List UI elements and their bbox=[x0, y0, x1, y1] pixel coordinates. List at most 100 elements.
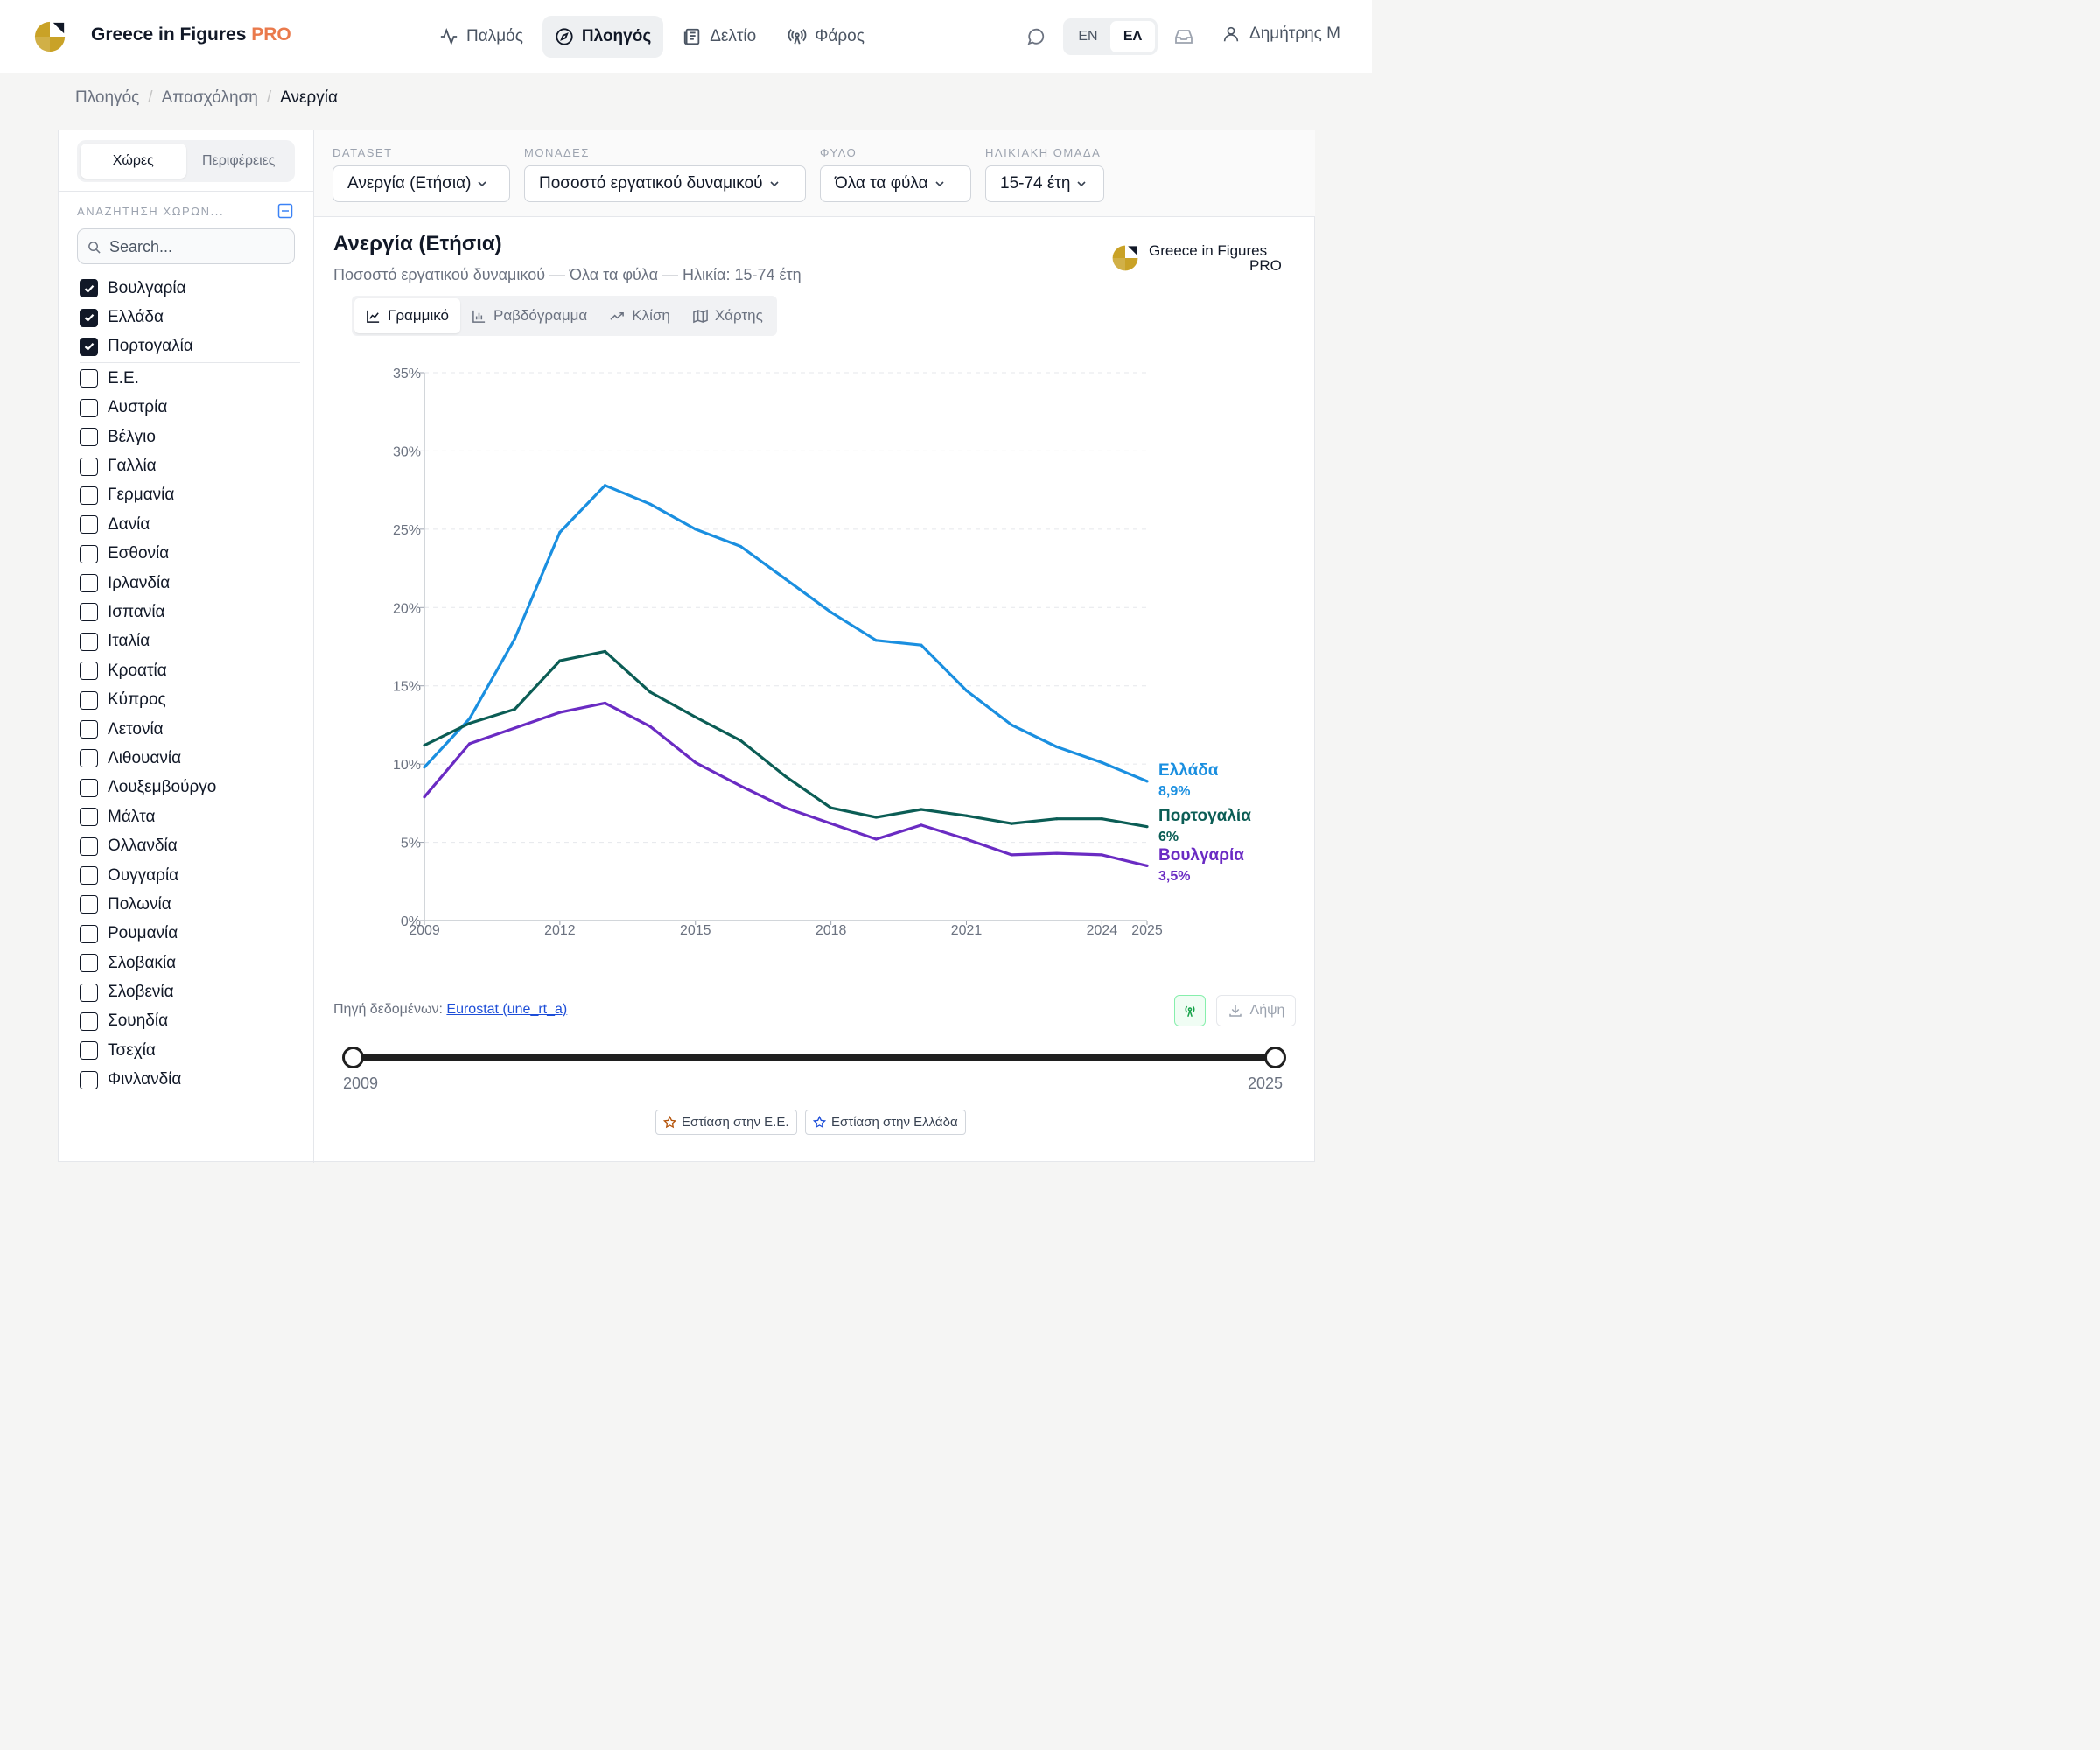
country-item[interactable]: Ελλάδα bbox=[80, 303, 300, 332]
nav-ploigos[interactable]: Πλοηγός bbox=[542, 16, 664, 58]
country-item[interactable]: Πορτογαλία bbox=[80, 332, 300, 361]
data-point[interactable] bbox=[830, 822, 833, 825]
country-checkbox[interactable] bbox=[80, 515, 98, 535]
data-point[interactable] bbox=[1055, 817, 1059, 821]
brand-name[interactable]: Greece in Figures PRO bbox=[91, 24, 291, 45]
year-range-track[interactable] bbox=[354, 1054, 1276, 1061]
country-item[interactable]: Σλοβακία bbox=[80, 948, 300, 977]
country-item[interactable]: Γαλλία bbox=[80, 452, 300, 480]
country-checkbox[interactable] bbox=[80, 457, 98, 476]
data-point[interactable] bbox=[513, 726, 516, 730]
data-point[interactable] bbox=[1100, 817, 1103, 821]
data-point[interactable] bbox=[830, 806, 833, 809]
data-point[interactable] bbox=[1100, 760, 1103, 764]
country-item[interactable]: Ιρλανδία bbox=[80, 569, 300, 598]
country-checkbox[interactable] bbox=[80, 954, 98, 973]
country-checkbox[interactable] bbox=[80, 574, 98, 593]
country-item[interactable]: Ε.Ε. bbox=[80, 364, 300, 393]
country-checkbox[interactable] bbox=[80, 279, 98, 298]
data-point[interactable] bbox=[558, 659, 562, 662]
country-item[interactable]: Μάλτα bbox=[80, 802, 300, 831]
tab-bar[interactable]: Ραβδόγραμμα bbox=[460, 298, 598, 333]
data-point[interactable] bbox=[513, 637, 516, 640]
data-point[interactable] bbox=[468, 717, 472, 720]
data-point[interactable] bbox=[1145, 825, 1149, 829]
country-item[interactable]: Ρουμανία bbox=[80, 920, 300, 948]
country-checkbox[interactable] bbox=[80, 1070, 98, 1089]
data-point[interactable] bbox=[1145, 864, 1149, 868]
data-point[interactable] bbox=[920, 823, 923, 827]
country-item[interactable]: Ουγγαρία bbox=[80, 861, 300, 890]
data-point[interactable] bbox=[784, 774, 788, 779]
country-checkbox[interactable] bbox=[80, 749, 98, 768]
country-checkbox[interactable] bbox=[80, 337, 98, 356]
country-item[interactable]: Εσθονία bbox=[80, 540, 300, 569]
data-point[interactable] bbox=[603, 649, 607, 653]
data-point[interactable] bbox=[1145, 780, 1149, 783]
breadcrumb-apasxolisi[interactable]: Απασχόληση bbox=[161, 88, 258, 107]
country-checkbox[interactable] bbox=[80, 983, 98, 1002]
breadcrumb-ploigos[interactable]: Πλοηγός bbox=[75, 88, 140, 107]
data-point[interactable] bbox=[694, 760, 697, 764]
country-item[interactable]: Σλοβενία bbox=[80, 977, 300, 1006]
segment-regions[interactable]: Περιφέρειες bbox=[202, 153, 276, 168]
series-line[interactable] bbox=[423, 701, 1148, 867]
data-point[interactable] bbox=[1010, 723, 1013, 727]
age-select[interactable]: 15-74 έτη bbox=[985, 165, 1104, 202]
country-checkbox[interactable] bbox=[80, 603, 98, 622]
data-point[interactable] bbox=[738, 738, 742, 742]
country-checkbox[interactable] bbox=[80, 1041, 98, 1060]
nav-faros[interactable]: Φάρος bbox=[775, 16, 877, 58]
lang-el[interactable]: ΕΛ bbox=[1110, 21, 1155, 52]
data-point[interactable] bbox=[920, 808, 923, 811]
country-item[interactable]: Ολλανδία bbox=[80, 831, 300, 860]
logo-icon[interactable] bbox=[33, 20, 66, 53]
live-signal-button[interactable] bbox=[1174, 995, 1206, 1026]
country-item[interactable]: Κύπρος bbox=[80, 685, 300, 714]
data-point[interactable] bbox=[513, 707, 516, 711]
country-checkbox[interactable] bbox=[80, 428, 98, 447]
country-item[interactable]: Φινλανδία bbox=[80, 1066, 300, 1095]
download-button[interactable]: Λήψη bbox=[1216, 995, 1296, 1026]
country-item[interactable]: Λουξεμβούργο bbox=[80, 774, 300, 802]
country-item[interactable]: Δανία bbox=[80, 510, 300, 539]
country-item[interactable]: Γερμανία bbox=[80, 481, 300, 510]
focus-eu-button[interactable]: Εστίαση στην Ε.Ε. bbox=[655, 1110, 797, 1135]
country-item[interactable]: Βουλγαρία bbox=[80, 274, 300, 303]
data-point[interactable] bbox=[1055, 851, 1059, 855]
data-point[interactable] bbox=[830, 611, 833, 614]
sex-select[interactable]: Όλα τα φύλα bbox=[820, 165, 971, 202]
country-item[interactable]: Τσεχία bbox=[80, 1036, 300, 1065]
data-point[interactable] bbox=[468, 722, 472, 725]
country-checkbox[interactable] bbox=[80, 632, 98, 651]
data-point[interactable] bbox=[468, 742, 472, 746]
data-point[interactable] bbox=[964, 837, 969, 841]
data-point[interactable] bbox=[558, 710, 562, 714]
data-point[interactable] bbox=[603, 701, 607, 704]
segment-countries[interactable]: Χώρες bbox=[80, 144, 186, 178]
country-search-input[interactable] bbox=[109, 236, 284, 257]
country-checkbox[interactable] bbox=[80, 778, 98, 797]
country-checkbox[interactable] bbox=[80, 895, 98, 914]
chat-icon[interactable] bbox=[1026, 26, 1046, 47]
data-point[interactable] bbox=[423, 744, 426, 747]
data-point[interactable] bbox=[648, 724, 652, 728]
country-item[interactable]: Λιθουανία bbox=[80, 744, 300, 773]
dataset-select[interactable]: Ανεργία (Ετήσια) bbox=[332, 165, 510, 202]
country-item[interactable]: Ιταλία bbox=[80, 627, 300, 656]
range-handle-start[interactable] bbox=[342, 1046, 364, 1068]
nav-palmos[interactable]: Παλμός bbox=[427, 16, 536, 58]
source-link[interactable]: Eurostat (une_rt_a) bbox=[446, 1002, 568, 1017]
focus-greece-button[interactable]: Εστίαση στην Ελλάδα bbox=[805, 1110, 966, 1135]
data-point[interactable] bbox=[423, 795, 426, 799]
country-item[interactable]: Πολωνία bbox=[80, 890, 300, 919]
data-point[interactable] bbox=[603, 484, 607, 487]
data-point[interactable] bbox=[874, 837, 878, 841]
data-point[interactable] bbox=[920, 643, 923, 647]
tab-line[interactable]: Γραμμικό bbox=[354, 298, 460, 333]
data-point[interactable] bbox=[874, 639, 878, 642]
range-handle-end[interactable] bbox=[1264, 1046, 1286, 1068]
country-checkbox[interactable] bbox=[80, 308, 98, 327]
country-checkbox[interactable] bbox=[80, 544, 98, 564]
series-line[interactable] bbox=[423, 484, 1148, 783]
